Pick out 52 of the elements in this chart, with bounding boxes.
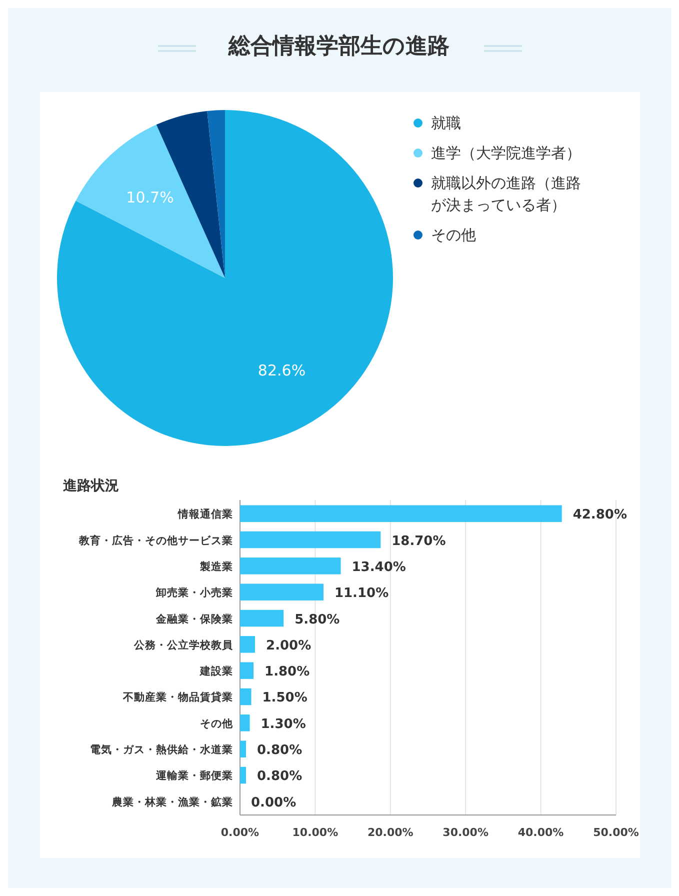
legend-label: 就職以外の進路（進路が決まっている者） [431,174,581,214]
pie-slice [207,110,225,278]
bar [240,766,246,784]
y-tick-label: 公務・公立学校教員 [133,638,234,652]
y-tick-label: 卸売業・小売業 [155,586,233,600]
y-tick-label: 運輸業・郵便業 [155,769,233,782]
data-label: 11.10% [334,586,389,602]
bar [240,636,256,653]
bar [240,558,341,574]
data-label: 0.80% [257,743,302,758]
data-label: 0.00% [251,795,296,810]
data-label: 18.70% [392,534,446,549]
y-tick-label: 農業・林業・漁業・鉱業 [111,795,233,808]
y-tick-label: 不動産業・物品賃貸業 [122,690,233,704]
y-tick-label: 教育・広告・その他サービス業 [78,534,233,547]
x-tick-label: 20.00% [367,826,414,839]
legend-label: 就職 [431,114,461,132]
bar [240,714,250,732]
bar [240,505,562,522]
x-tick-label: 0.00% [220,826,260,839]
y-tick-label: その他 [200,716,234,730]
y-tick-label: 情報通信業 [177,508,233,521]
bar [240,584,324,600]
bar [240,610,284,627]
pie-slice [76,124,225,278]
data-label: 82.6% [258,361,306,380]
y-tick-label: 電気・ガス・熱供給・水道業 [90,743,233,756]
chart-title: 総合情報学部生の進路 [228,33,450,59]
legend-label: 進学（大学院進学者） [431,144,581,162]
bar [240,688,252,706]
data-label: 1.80% [264,664,310,680]
pie-slice [57,110,393,446]
data-label: 2.00% [266,638,312,654]
data-label: 5.80% [294,612,340,628]
data-label: 10.7% [126,188,174,207]
y-tick-label: 金融業・保険業 [155,612,233,626]
bar [240,740,246,758]
x-tick-label: 50.00% [593,826,639,839]
y-tick-label: 製造業 [199,560,233,573]
data-label: 42.80% [572,508,628,523]
y-tick-label: 建設業 [199,664,233,678]
bar [240,531,381,548]
data-label: 0.80% [257,769,302,784]
data-label: 1.30% [260,716,306,732]
x-tick-label: 30.00% [442,826,489,839]
x-tick-label: 10.00% [292,826,338,839]
bar [240,662,254,679]
data-label: 1.50% [262,690,308,706]
text: 進路状況 [62,478,119,494]
legend-label: その他 [431,226,476,244]
data-label: 13.40% [352,560,406,575]
x-tick-label: 40.00% [518,826,564,839]
